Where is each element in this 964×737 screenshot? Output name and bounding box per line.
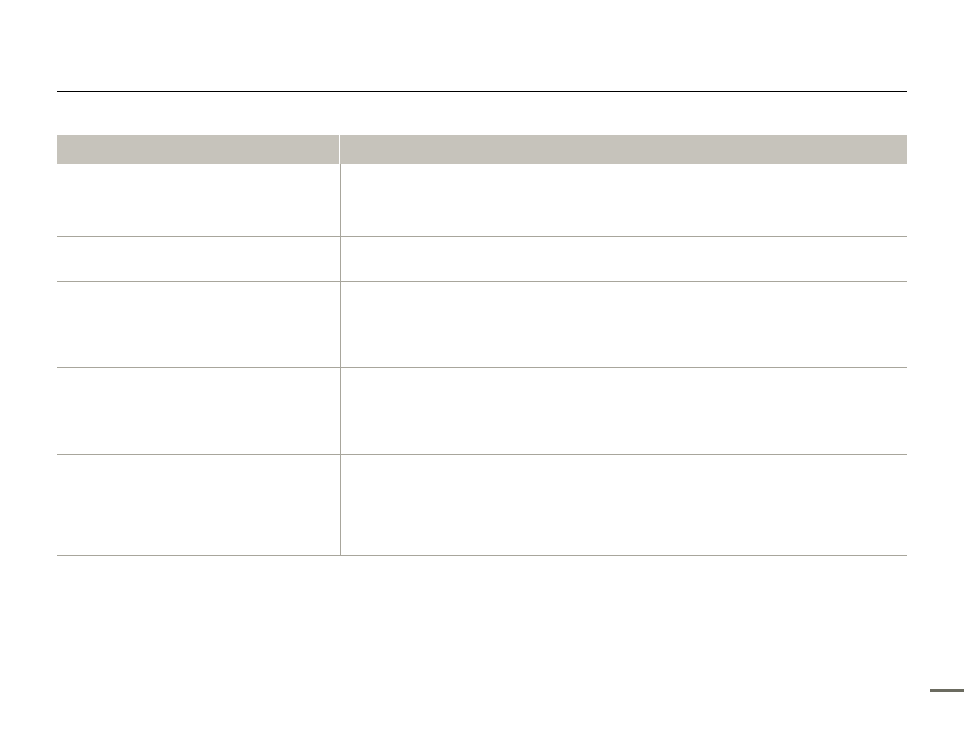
page-marker-bar: [930, 689, 964, 692]
header-cell-2: [340, 135, 907, 164]
cell: [57, 164, 340, 236]
table-header: [57, 135, 907, 164]
table-row: [57, 282, 907, 368]
top-rule: [57, 91, 907, 92]
cell: [340, 282, 907, 367]
cell: [57, 282, 340, 367]
cell: [340, 368, 907, 454]
cell: [57, 237, 340, 281]
table-row: [57, 455, 907, 556]
table-row: [57, 237, 907, 282]
table-row: [57, 164, 907, 237]
cell: [57, 455, 340, 555]
table: [57, 135, 907, 556]
cell: [340, 237, 907, 281]
table-row: [57, 368, 907, 455]
cell: [57, 368, 340, 454]
header-cell-1: [57, 135, 339, 164]
cell: [340, 455, 907, 555]
cell: [340, 164, 907, 236]
